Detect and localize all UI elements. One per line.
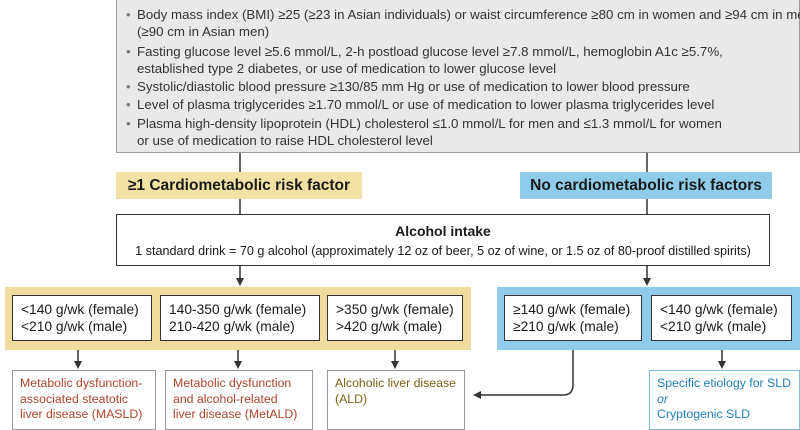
outcome-specific-or-cryptogenic: Specific etiology for SLD or Cryptogenic… [649, 370, 800, 430]
criteria-panel [116, 0, 800, 153]
criterion-bmi: • Body mass index (BMI) ≥25 (≥23 in Asia… [126, 7, 800, 39]
connector-lines [74, 153, 726, 399]
bullet-icon: • [126, 44, 131, 59]
bullet-icon: • [126, 116, 131, 131]
bullet-icon: • [126, 79, 131, 94]
criterion-triglycerides: • Level of plasma triglycerides ≥1.70 mm… [126, 97, 715, 112]
criterion-hdl: • Plasma high-density lipoprotein (HDL) … [126, 116, 722, 148]
outcome-ald: Alcoholic liver disease (ALD) [327, 370, 465, 430]
threshold-low-norisk: <140 g/wk (female) <210 g/wk (male) [651, 295, 792, 341]
alcohol-intake-box: Alcohol intake 1 standard drink = 70 g a… [116, 214, 770, 266]
threshold-high-norisk: ≥140 g/wk (female) ≥210 g/wk (male) [504, 295, 642, 341]
threshold-mid-risk: 140-350 g/wk (female) 210-420 g/wk (male… [160, 295, 320, 341]
alcohol-intake-title: Alcohol intake [395, 223, 491, 239]
standard-drink-note: 1 standard drink = 70 g alcohol (approxi… [135, 244, 751, 258]
bullet-icon: • [126, 97, 131, 112]
arrow-norisk-to-ald [473, 341, 574, 399]
no-risk-factor-header: No cardiometabolic risk factors [520, 172, 772, 199]
outcome-masld: Metabolic dysfunction- associated steato… [12, 370, 156, 430]
threshold-high-risk: >350 g/wk (female) >420 g/wk (male) [327, 295, 463, 341]
risk-factor-header: ≥1 Cardiometabolic risk factor [116, 172, 362, 199]
bullet-icon: • [126, 7, 131, 22]
criterion-blood-pressure: • Systolic/diastolic blood pressure ≥130… [126, 79, 690, 94]
threshold-low-risk: <140 g/wk (female) <210 g/wk (male) [12, 295, 152, 341]
outcome-metald: Metabolic dysfunction and alcohol-relate… [165, 370, 313, 430]
criterion-glucose: • Fasting glucose level ≥5.6 mmol/L, 2-h… [126, 44, 723, 76]
